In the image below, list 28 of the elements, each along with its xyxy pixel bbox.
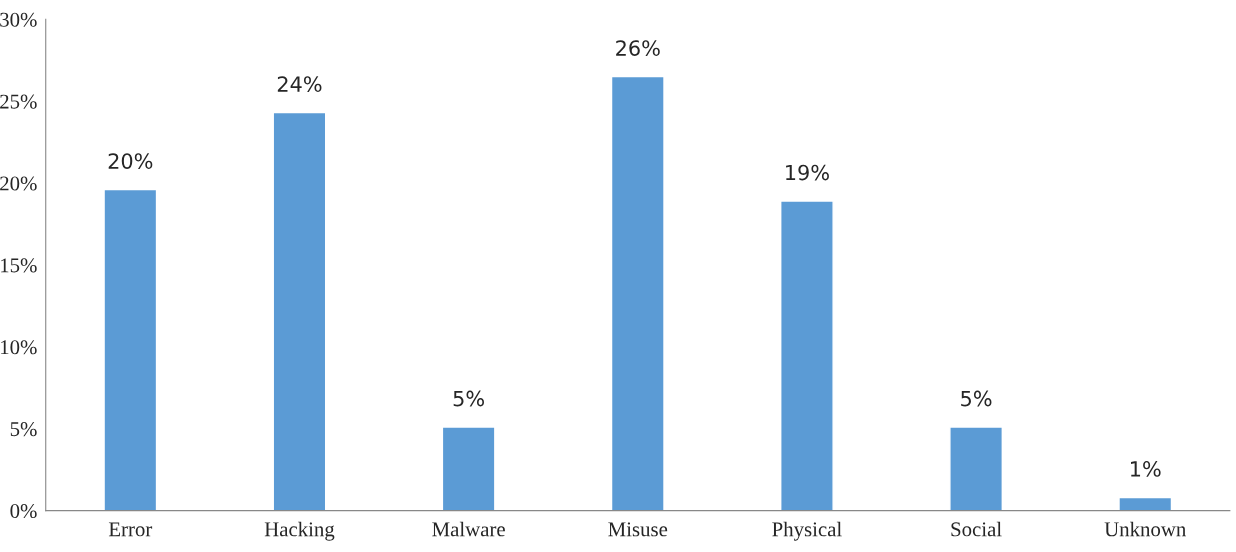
- x-tick-label: Malware: [432, 521, 505, 537]
- bar: [103, 188, 158, 511]
- bar: [272, 111, 327, 511]
- data-label: 5%: [453, 390, 484, 407]
- data-label: 24%: [277, 76, 322, 92]
- bar: [441, 426, 496, 511]
- bar: [780, 200, 834, 511]
- y-tick-label: 5%: [10, 422, 37, 437]
- bar: [1118, 496, 1173, 511]
- data-label: 19%: [786, 164, 829, 181]
- bar: [610, 75, 665, 511]
- x-tick-label: Error: [108, 522, 153, 537]
- y-tick-label: 30%: [0, 12, 37, 27]
- data-label: 1%: [1131, 461, 1161, 477]
- x-tick-label: Physical: [772, 521, 842, 541]
- data-label: 20%: [108, 153, 153, 169]
- x-tick-label: Social: [951, 521, 1002, 537]
- x-tick-label: Misuse: [608, 522, 668, 537]
- y-tick-label: 20%: [0, 176, 37, 191]
- data-label: 5%: [961, 390, 992, 407]
- data-label: 26%: [616, 40, 660, 56]
- bar: [949, 426, 1004, 511]
- x-tick-label: Hacking: [264, 521, 335, 541]
- y-tick-label: 0%: [10, 503, 37, 519]
- y-tick-label: 25%: [0, 94, 37, 109]
- x-tick-label: Unknown: [1104, 521, 1187, 537]
- y-tick-label: 10%: [1, 340, 37, 355]
- y-tick-label: 15%: [1, 258, 37, 273]
